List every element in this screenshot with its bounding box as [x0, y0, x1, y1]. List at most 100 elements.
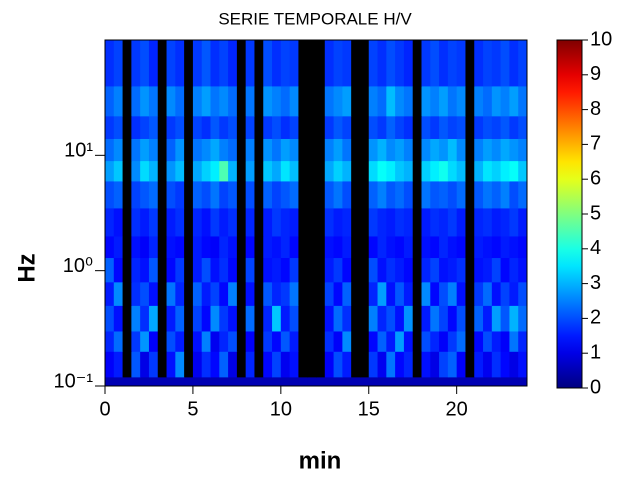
heat-cell — [403, 160, 414, 182]
heat-cell — [386, 85, 396, 117]
heat-cell — [491, 85, 502, 117]
heat-cell — [263, 207, 273, 237]
heat-cell — [509, 160, 519, 182]
heat-cell — [324, 257, 335, 283]
heat-cell — [377, 207, 387, 237]
heat-cell — [377, 281, 387, 306]
gap-cell — [316, 351, 326, 378]
gap-cell — [412, 180, 422, 209]
gap-cell — [122, 281, 132, 306]
gap-cell — [351, 281, 361, 306]
heat-cell — [403, 330, 414, 352]
heat-cell — [386, 160, 396, 182]
heat-cell — [395, 330, 405, 352]
colorbar-tick-label: 3 — [590, 272, 601, 294]
gap-cell — [298, 138, 308, 162]
gap-cell — [351, 85, 361, 117]
heat-cell — [430, 180, 440, 209]
heat-cell — [272, 180, 282, 209]
gap-cell — [184, 180, 194, 209]
heat-cell — [456, 376, 466, 387]
heat-cell — [342, 305, 352, 332]
heat-cell — [395, 235, 405, 259]
heat-cell — [395, 207, 405, 237]
gap-cell — [184, 40, 194, 87]
gap-cell — [236, 281, 247, 306]
heat-cell — [272, 257, 282, 283]
heat-cell — [491, 160, 502, 182]
heat-cell — [105, 160, 115, 182]
heat-cell — [447, 330, 458, 352]
heat-cell — [491, 330, 502, 352]
heat-cell — [192, 305, 203, 332]
heat-cell — [439, 180, 449, 209]
gap-cell — [184, 138, 194, 162]
gap-cell — [351, 330, 361, 352]
gap-cell — [465, 40, 475, 87]
heat-cell — [131, 138, 141, 162]
heat-cell — [148, 351, 159, 378]
gap-cell — [122, 305, 132, 332]
heat-cell — [333, 138, 343, 162]
gap-cell — [316, 40, 326, 87]
gap-cell — [465, 138, 475, 162]
heat-cell — [368, 180, 379, 209]
gap-cell — [122, 115, 132, 139]
heat-cell — [245, 235, 255, 259]
gap-cell — [157, 257, 168, 283]
gap-cell — [157, 160, 168, 182]
heat-cell — [201, 257, 211, 283]
heat-cell — [518, 85, 528, 117]
gap-cell — [351, 40, 361, 87]
heat-cell — [131, 281, 141, 306]
heat-cell — [228, 115, 238, 139]
heat-cell — [456, 138, 466, 162]
heat-cell — [210, 115, 220, 139]
heat-cell — [368, 235, 379, 259]
heat-cell — [210, 180, 220, 209]
heat-cell — [483, 257, 493, 283]
heat-cell — [148, 85, 159, 117]
heat-cell — [175, 160, 185, 182]
heat-cell — [175, 376, 185, 387]
heat-cell — [166, 330, 176, 352]
heat-cell — [483, 85, 493, 117]
heat-cell — [351, 376, 361, 387]
heat-cell — [430, 160, 440, 182]
heat-cell — [289, 138, 299, 162]
gap-cell — [298, 257, 308, 283]
heat-cell — [333, 160, 343, 182]
heat-cell — [518, 305, 528, 332]
heat-cell — [175, 305, 185, 332]
heat-cell — [500, 160, 510, 182]
heat-cell — [219, 40, 229, 87]
heat-cell — [201, 160, 211, 182]
heat-cell — [105, 281, 115, 306]
heat-cell — [368, 115, 379, 139]
heat-cell — [140, 138, 150, 162]
heat-cell — [228, 85, 238, 117]
heat-cell — [148, 305, 159, 332]
heat-cell — [430, 207, 440, 237]
heat-cell — [439, 160, 449, 182]
heat-cell — [201, 376, 211, 387]
heat-cell — [500, 180, 510, 209]
heat-cell — [148, 138, 159, 162]
heat-cell — [272, 351, 282, 378]
gap-cell — [316, 180, 326, 209]
heat-cell — [140, 305, 150, 332]
heat-cell — [483, 351, 493, 378]
heat-cell — [113, 351, 124, 378]
gap-cell — [236, 85, 247, 117]
heat-cell — [518, 235, 528, 259]
heat-cell — [280, 305, 291, 332]
heat-cell — [166, 305, 176, 332]
heat-cell — [421, 160, 431, 182]
heat-cell — [280, 235, 291, 259]
heat-cell — [140, 85, 150, 117]
heat-cell — [105, 40, 115, 87]
gap-cell — [316, 160, 326, 182]
heat-cell — [342, 376, 352, 387]
gap-cell — [298, 281, 308, 306]
gap-cell — [122, 235, 132, 259]
